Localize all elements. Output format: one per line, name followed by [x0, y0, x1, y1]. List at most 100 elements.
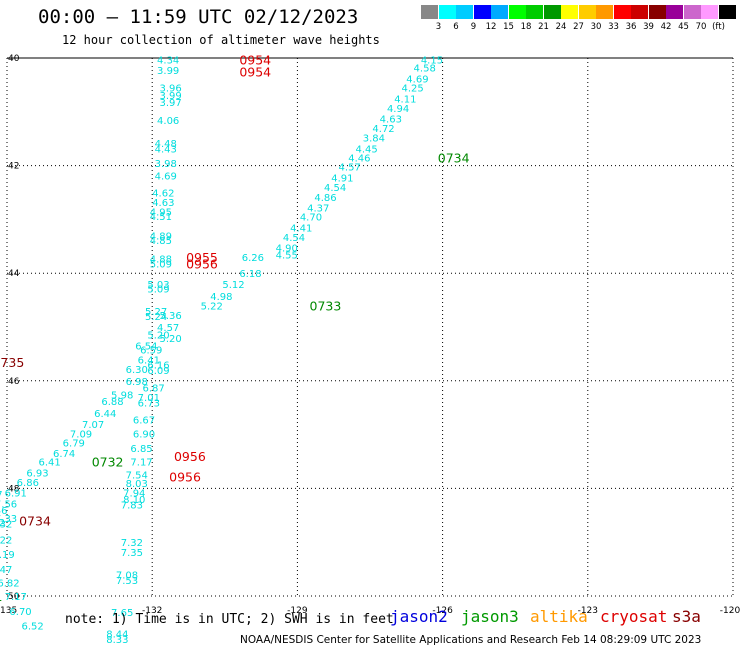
color-scale-label: 30	[590, 22, 602, 32]
lon-tick-label: -126	[432, 606, 453, 616]
swh-value: 4.90	[276, 243, 298, 254]
swh-value: 4.43	[155, 144, 177, 155]
legend-altika: altika	[530, 607, 588, 626]
color-swatch	[421, 5, 438, 19]
swh-value: 6.91	[5, 489, 27, 500]
swh-value: 4.46	[348, 154, 370, 165]
lat-tick-label: 44	[8, 269, 20, 279]
swh-value: 7.47	[0, 565, 12, 576]
swh-value: 8.10	[123, 495, 145, 506]
lat-tick-label: 50	[8, 592, 20, 602]
swh-value: 4.45	[355, 144, 377, 155]
pass-time-label: 0733	[310, 298, 342, 313]
swh-value: 4.54	[324, 183, 346, 194]
swh-value: 6.18	[239, 269, 261, 280]
swh-value: 4.41	[290, 223, 312, 234]
swh-value: 6.54	[135, 341, 157, 352]
swh-value: 5.09	[150, 260, 172, 271]
swh-value: 3.99	[157, 66, 179, 77]
swh-value: 5.98	[111, 390, 133, 401]
color-swatch	[561, 5, 578, 19]
lon-tick-label: -135	[0, 606, 17, 616]
color-swatch	[473, 5, 491, 19]
lat-tick-label: 40	[8, 54, 20, 64]
color-swatch	[631, 5, 648, 19]
pass-time-label: 0956	[186, 257, 218, 272]
color-scale-label: 70	[695, 22, 707, 32]
color-swatch	[508, 5, 526, 19]
color-swatch	[438, 5, 456, 19]
swh-value: 8.03	[126, 479, 148, 490]
swh-value: 6.87	[143, 383, 165, 394]
swh-value: 6.73	[138, 398, 160, 409]
swh-value: 6.86	[17, 478, 39, 489]
color-scale-label: 9	[470, 22, 477, 32]
swh-value: 4.69	[155, 171, 177, 182]
color-scale-label: (ft)	[712, 22, 725, 32]
swh-value: 4.70	[300, 213, 322, 224]
pass-time-labels: 0954095409550956095609560734073307320731…	[0, 53, 470, 604]
pass-time-label: 0732	[92, 455, 124, 470]
swh-value: 6.85	[130, 444, 152, 455]
lon-tick-label: -132	[142, 606, 162, 616]
swh-value: 4.98	[210, 292, 232, 303]
color-swatch	[683, 5, 701, 19]
color-swatch	[613, 5, 631, 19]
swh-value: 7.08	[116, 570, 138, 581]
color-swatch	[526, 5, 543, 19]
swh-value: 4.55	[276, 250, 298, 261]
color-scale-label: 33	[608, 22, 619, 32]
color-scale-label: 36	[625, 22, 637, 32]
lon-tick-label: -120	[720, 606, 740, 616]
swh-value: 4.72	[372, 124, 394, 135]
swh-value: 4.63	[380, 114, 402, 125]
swh-value: 4.94	[387, 104, 409, 115]
swh-value: 5.22	[201, 301, 223, 312]
swh-value: 6.30	[126, 365, 148, 376]
pass-time-label: 0955	[186, 250, 218, 265]
swh-value: 7.32	[121, 538, 143, 549]
swh-value: 4.89	[150, 232, 172, 243]
swh-value: 7.83	[121, 501, 143, 512]
color-scale-label: 3	[435, 22, 442, 32]
swh-value: 4.06	[157, 116, 179, 127]
axis-labels: -135 -132 -129 -126 -123 -120 40 42 44 46 48 50	[0, 54, 740, 616]
swh-value: 4.34	[157, 56, 179, 67]
swh-value: 5.20	[159, 334, 181, 345]
swh-value: 4.57	[157, 323, 179, 334]
swh-value: 7.17	[130, 458, 152, 469]
swh-value: 7.17	[5, 592, 27, 603]
swh-value: 4.85	[150, 236, 172, 247]
swh-value: 6.44	[94, 409, 116, 420]
lat-tick-label: 48	[8, 484, 20, 494]
swh-value: 3.84	[363, 134, 385, 145]
pass-time-label: 0954	[239, 64, 271, 79]
swh-value: 6.41	[38, 458, 60, 469]
swh-value: 4.54	[283, 233, 305, 244]
pass-time-label: 0734	[19, 514, 51, 529]
color-scale-label: 21	[538, 22, 549, 32]
color-swatch	[491, 5, 508, 19]
swh-value: 6.98	[126, 377, 148, 388]
swh-value: 7.07	[82, 420, 104, 431]
swh-value: 5.36	[159, 311, 181, 322]
swh-value: 6.52	[22, 622, 44, 633]
swh-value: 3.98	[155, 159, 177, 170]
swh-value: 6.67	[133, 416, 155, 427]
color-scale-label: 39	[643, 22, 654, 32]
swh-value: 6.09	[147, 366, 169, 377]
swh-value: 4.62	[152, 189, 174, 200]
color-swatch	[456, 5, 473, 19]
pass-time-label: 0734	[438, 151, 470, 166]
swh-value: 7.35	[121, 548, 143, 559]
swh-value: 6.82	[0, 579, 20, 590]
swh-value: 4.11	[394, 94, 416, 105]
color-scale-label: 45	[678, 22, 689, 32]
swh-value: 3.99	[159, 91, 181, 102]
lon-tick-label: -123	[578, 606, 598, 616]
legend-cryosat: cryosat	[600, 607, 668, 626]
pass-time-label: 0956	[169, 470, 201, 485]
swh-value: 8.44	[106, 630, 128, 641]
